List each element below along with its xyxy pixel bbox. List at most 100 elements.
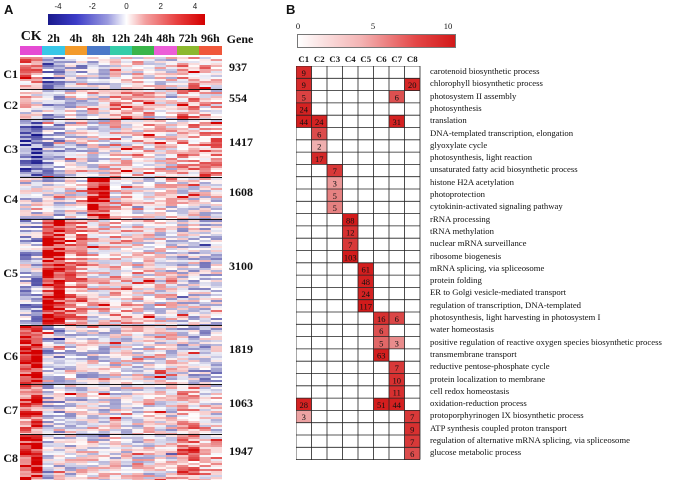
heatmap-cell (42, 304, 54, 306)
heatmap-cell (31, 280, 43, 282)
heatmap-cell (42, 158, 54, 160)
heatmap-cell (53, 258, 66, 260)
heatmap-cell (143, 352, 155, 354)
heatmap-cell (42, 144, 54, 146)
heatmap-cell (188, 415, 200, 417)
heatmap-cell (177, 144, 189, 146)
heatmap-cell (188, 475, 200, 477)
heatmap-cell (109, 128, 122, 130)
heatmap-cell (31, 290, 43, 292)
heatmap-cell (31, 336, 43, 338)
heatmap-cell (132, 465, 144, 467)
heatmap-cell (76, 334, 88, 336)
heatmap-cell (121, 360, 133, 362)
heatmap-cell (132, 437, 144, 439)
heatmap-cell (53, 184, 66, 186)
heatmap-cell (210, 401, 222, 403)
heatmap-cell (87, 437, 99, 439)
heatmap-cell (154, 268, 167, 270)
heatmap-cell (132, 298, 144, 300)
heatmap-cell (121, 290, 133, 292)
heatmap-cell (76, 232, 88, 234)
heatmap-cell (98, 350, 111, 352)
heatmap-cell (76, 467, 88, 469)
heatmap-cell (64, 258, 77, 260)
heatmap-cell (154, 457, 167, 459)
heatmap-cell (87, 75, 99, 77)
heatmap-cell (165, 240, 178, 242)
heatmap-cell (154, 152, 167, 154)
heatmap-cell (154, 312, 167, 314)
heatmap-cell (188, 366, 200, 368)
heatmap-cell (121, 81, 133, 83)
heatmap-cell (188, 202, 200, 204)
heatmap-cell (42, 142, 54, 144)
heatmap-cell (165, 459, 178, 461)
heatmap-cell (53, 79, 66, 81)
heatmap-cell (210, 473, 222, 475)
heatmap-cell (20, 318, 32, 320)
heatmap-cell (121, 282, 133, 284)
heatmap-cell (188, 138, 200, 140)
heatmap-cell (132, 338, 144, 340)
heatmap-cell (20, 431, 32, 433)
heatmap-cell (64, 447, 77, 449)
heatmap-cell (87, 278, 99, 280)
heatmap-cell (98, 320, 111, 322)
time-point-label: 12h (111, 31, 131, 45)
heatmap-cell (177, 224, 189, 226)
heatmap-cell (188, 429, 200, 431)
heatmap-cell (42, 302, 54, 304)
heatmap-cell (76, 340, 88, 342)
heatmap-cell (20, 320, 32, 322)
heatmap-cell (64, 77, 77, 79)
heatmap-cell (121, 61, 133, 63)
heatmap-cell (42, 63, 54, 65)
heatmap-cell (76, 401, 88, 403)
heatmap-cell (20, 268, 32, 270)
heatmap-cell (143, 270, 155, 272)
heatmap-cell (132, 334, 144, 336)
heatmap-cell (20, 449, 32, 451)
cluster-gene-count: 1947 (229, 443, 253, 458)
go-column-header: C5 (360, 54, 372, 64)
heatmap-cell (64, 441, 77, 443)
heatmap-cell (53, 272, 66, 274)
heatmap-cell (53, 110, 66, 112)
heatmap-cell (177, 110, 189, 112)
heatmap-cell (177, 92, 189, 94)
heatmap-cell (87, 83, 99, 85)
heatmap-cell (98, 184, 111, 186)
heatmap-cell (143, 479, 155, 480)
heatmap-cell (210, 186, 222, 188)
heatmap-cell (121, 142, 133, 144)
heatmap-cell (20, 87, 32, 89)
heatmap-cell (210, 202, 222, 204)
heatmap-cell (31, 376, 43, 378)
heatmap-cell (210, 286, 222, 288)
heatmap-cell (121, 254, 133, 256)
heatmap-cell (154, 146, 167, 148)
heatmap-cell (177, 202, 189, 204)
heatmap-cell (31, 312, 43, 314)
heatmap-cell (165, 399, 178, 401)
heatmap-cell (121, 423, 133, 425)
heatmap-cell (165, 214, 178, 216)
heatmap-cell (210, 254, 222, 256)
heatmap-cell (121, 184, 133, 186)
heatmap-cell (87, 182, 99, 184)
go-cell-count: 61 (362, 265, 371, 275)
heatmap-cell (98, 150, 111, 152)
heatmap-cell (53, 73, 66, 75)
heatmap-cell (154, 196, 167, 198)
heatmap-cell (53, 475, 66, 477)
heatmap-cell (199, 172, 212, 174)
heatmap-cell (188, 188, 200, 190)
heatmap-cell (177, 246, 189, 248)
heatmap-cell (109, 407, 122, 409)
heatmap-cell (154, 467, 167, 469)
heatmap-cell (177, 366, 189, 368)
heatmap-cell (199, 270, 212, 272)
heatmap-cell (76, 276, 88, 278)
heatmap-cell (143, 194, 155, 196)
